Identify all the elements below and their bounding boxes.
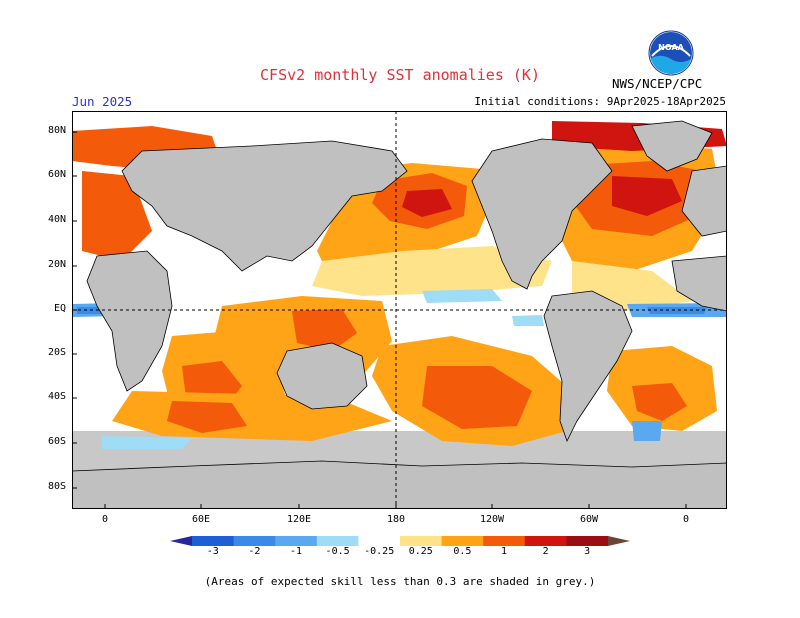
colorbar-label: -2 <box>248 546 261 557</box>
colorbar-label: 1 <box>500 546 508 557</box>
lat-label: 60N <box>47 169 66 180</box>
colorbar-segment <box>441 536 484 546</box>
south-america <box>543 290 633 443</box>
lat-label: 40N <box>47 214 66 225</box>
agency-label: NWS/NCEP/CPC <box>612 76 703 91</box>
australia <box>276 342 368 410</box>
colorbar <box>170 536 630 546</box>
eurasia <box>121 140 408 272</box>
antarctica <box>72 460 727 509</box>
lon-label: 0 <box>682 514 690 525</box>
lat-label: 80S <box>47 481 66 492</box>
noaa-logo: NOAA <box>648 30 694 76</box>
lat-label: 20S <box>47 347 66 358</box>
lon-label: 60E <box>191 514 211 525</box>
logo-text: NOAA <box>658 43 684 52</box>
africa-west <box>671 255 727 312</box>
greenland <box>631 120 713 172</box>
colorbar-label: -0.25 <box>364 546 395 557</box>
footnote: (Areas of expected skill less than 0.3 a… <box>204 575 596 588</box>
colorbar-segment <box>566 536 609 546</box>
lon-label: 0 <box>101 514 109 525</box>
colorbar-max-arrow <box>608 536 630 546</box>
colorbar-segment <box>358 536 401 546</box>
colorbar-label: 0.25 <box>408 546 433 557</box>
lat-label: EQ <box>53 303 66 314</box>
colorbar-segment <box>483 536 526 546</box>
initial-conditions: Initial conditions: 9Apr2025-18Apr2025 <box>474 95 726 108</box>
sst-anomaly-map <box>72 111 727 509</box>
colorbar-segment <box>524 536 567 546</box>
colorbar-label: -3 <box>206 546 219 557</box>
africa-east <box>86 250 173 392</box>
colorbar-min-arrow <box>170 536 192 546</box>
colorbar-segment <box>316 536 359 546</box>
colorbar-segment <box>400 536 443 546</box>
colorbar-segment <box>192 536 235 546</box>
lon-label: 180 <box>386 514 406 525</box>
colorbar-segment <box>233 536 276 546</box>
lat-label: 40S <box>47 391 66 402</box>
colorbar-label: -0.5 <box>325 546 350 557</box>
forecast-month: Jun 2025 <box>72 94 133 109</box>
lon-label: 120E <box>286 514 312 525</box>
lat-label: 20N <box>47 259 66 270</box>
cool-anomaly-regions <box>72 289 727 449</box>
lon-label: 120W <box>479 514 505 525</box>
colorbar-label: 0.5 <box>453 546 472 557</box>
colorbar-label: 2 <box>542 546 549 557</box>
continents <box>72 120 727 509</box>
lat-label: 60S <box>47 436 66 447</box>
chart-title: CFSv2 monthly SST anomalies (K) <box>260 66 540 84</box>
lon-label: 60W <box>579 514 599 525</box>
colorbar-label: -1 <box>289 546 303 557</box>
colorbar-segment <box>275 536 318 546</box>
europe <box>681 165 727 237</box>
lat-label: 80N <box>47 125 66 136</box>
north-america <box>471 138 613 290</box>
colorbar-label: 3 <box>584 546 591 557</box>
